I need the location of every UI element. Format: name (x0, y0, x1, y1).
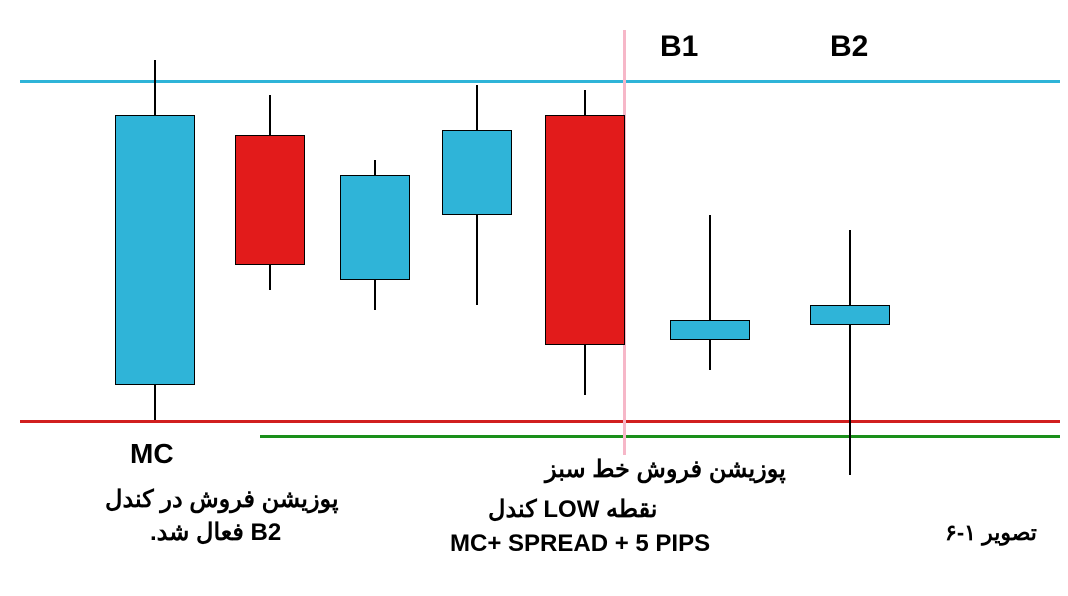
candle-b2-upper-wick (849, 230, 851, 305)
candle-b2 (810, 305, 890, 325)
label-left1: پوزیشن فروش در کندل (105, 485, 339, 514)
candle-3 (340, 175, 410, 280)
candle-4-upper-wick (476, 85, 478, 130)
label-figno: تصویر ۱-۶ (945, 520, 1037, 546)
top-resistance-line (20, 80, 1060, 83)
candle-4-lower-wick (476, 215, 478, 305)
candle-mc-lower-wick (154, 385, 156, 420)
candle-b1-upper-wick (709, 215, 711, 320)
candle-3-lower-wick (374, 280, 376, 310)
label-mc: MC (130, 438, 174, 470)
candle-5-upper-wick (584, 90, 586, 115)
candle-2 (235, 135, 305, 265)
candle-5 (545, 115, 625, 345)
label-mid1: پوزیشن فروش خط سبز (545, 455, 786, 484)
candle-mc-upper-wick (154, 60, 156, 115)
candle-2-lower-wick (269, 265, 271, 290)
sell-position-green-line (260, 435, 1060, 438)
candle-5-lower-wick (584, 345, 586, 395)
label-mid3: MC+ SPREAD + 5 PIPS (450, 530, 710, 558)
label-mid2: نقطه LOW کندل (488, 495, 657, 524)
bottom-support-line (20, 420, 1060, 423)
candle-b1-lower-wick (709, 340, 711, 370)
label-b2: B2 (830, 30, 868, 64)
label-b1: B1 (660, 30, 698, 64)
candle-4 (442, 130, 512, 215)
candle-2-upper-wick (269, 95, 271, 135)
candle-3-upper-wick (374, 160, 376, 175)
candle-b2-lower-wick (849, 325, 851, 475)
label-left2: B2 فعال شد. (150, 518, 281, 547)
candle-b1 (670, 320, 750, 340)
candle-mc (115, 115, 195, 385)
